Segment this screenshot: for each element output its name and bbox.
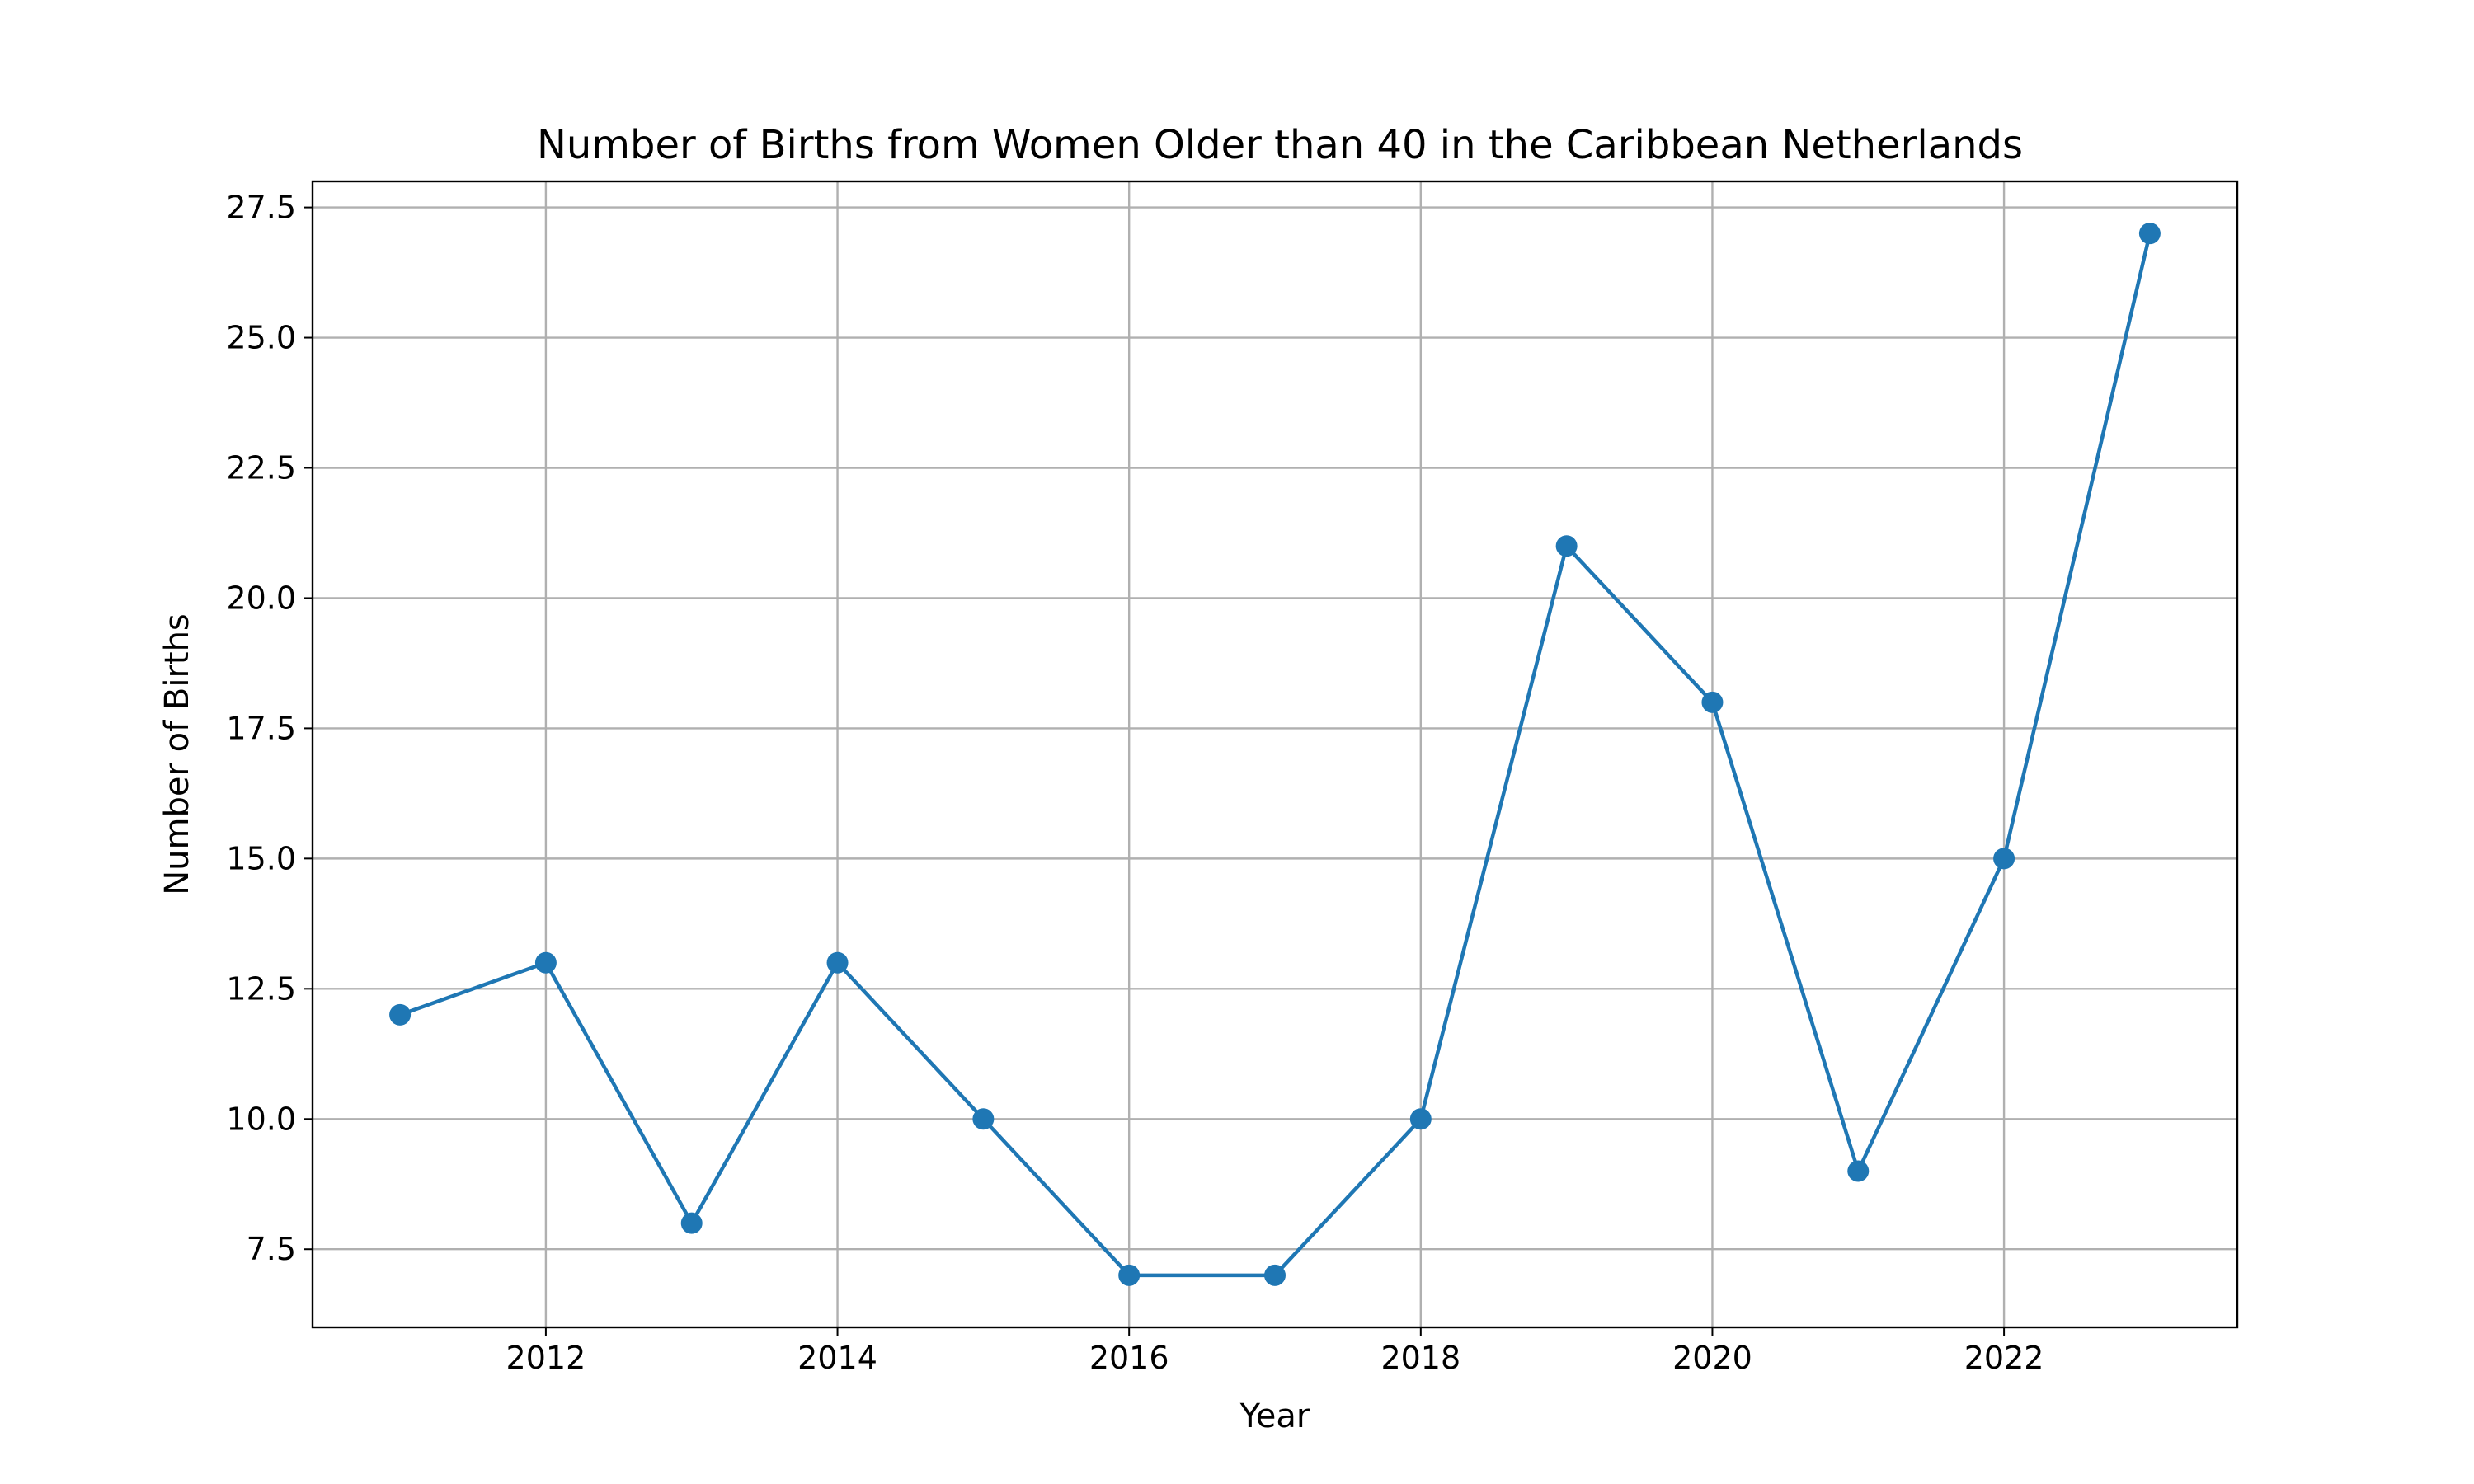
plot-frame xyxy=(311,180,2239,1329)
x-tick-label: 2014 xyxy=(797,1340,877,1376)
x-tick-label: 2012 xyxy=(506,1340,586,1376)
y-tick-label: 22.5 xyxy=(226,450,296,486)
data-point xyxy=(534,951,557,974)
grid-layer xyxy=(313,181,2237,1327)
y-axis-label: Number of Births xyxy=(158,613,196,895)
chart-title: Number of Births from Women Older than 4… xyxy=(537,122,2023,168)
x-tick-label: 2016 xyxy=(1089,1340,1169,1376)
data-point xyxy=(1847,1160,1870,1182)
tick-layer: 2012 2014 2016 2018 2020 2022 7.5 10.0 12.5 15.0 1… xyxy=(226,190,2044,1376)
data-point xyxy=(1118,1264,1141,1286)
y-tick-label: 17.5 xyxy=(226,710,296,746)
data-point xyxy=(1993,848,2015,870)
y-tick-label: 27.5 xyxy=(226,190,296,226)
data-point xyxy=(826,951,849,974)
x-axis-label: Year xyxy=(1239,1397,1310,1435)
data-point xyxy=(1701,691,1724,713)
data-point xyxy=(1264,1264,1286,1286)
y-tick-label: 7.5 xyxy=(247,1231,296,1267)
y-tick-label: 10.0 xyxy=(226,1101,296,1137)
y-tick-label: 20.0 xyxy=(226,580,296,616)
y-tick-label: 15.0 xyxy=(226,840,296,876)
x-tick-label: 2020 xyxy=(1672,1340,1752,1376)
data-point xyxy=(2138,223,2161,245)
data-point xyxy=(1409,1108,1432,1130)
x-tick-label: 2018 xyxy=(1380,1340,1460,1376)
data-point xyxy=(972,1108,995,1130)
x-tick-label: 2022 xyxy=(1964,1340,2044,1376)
data-point xyxy=(1555,535,1578,557)
data-point-layer xyxy=(389,223,2161,1286)
data-point xyxy=(389,1003,412,1026)
data-point xyxy=(680,1212,703,1234)
y-tick-label: 12.5 xyxy=(226,970,296,1007)
y-tick-label: 25.0 xyxy=(226,320,296,356)
